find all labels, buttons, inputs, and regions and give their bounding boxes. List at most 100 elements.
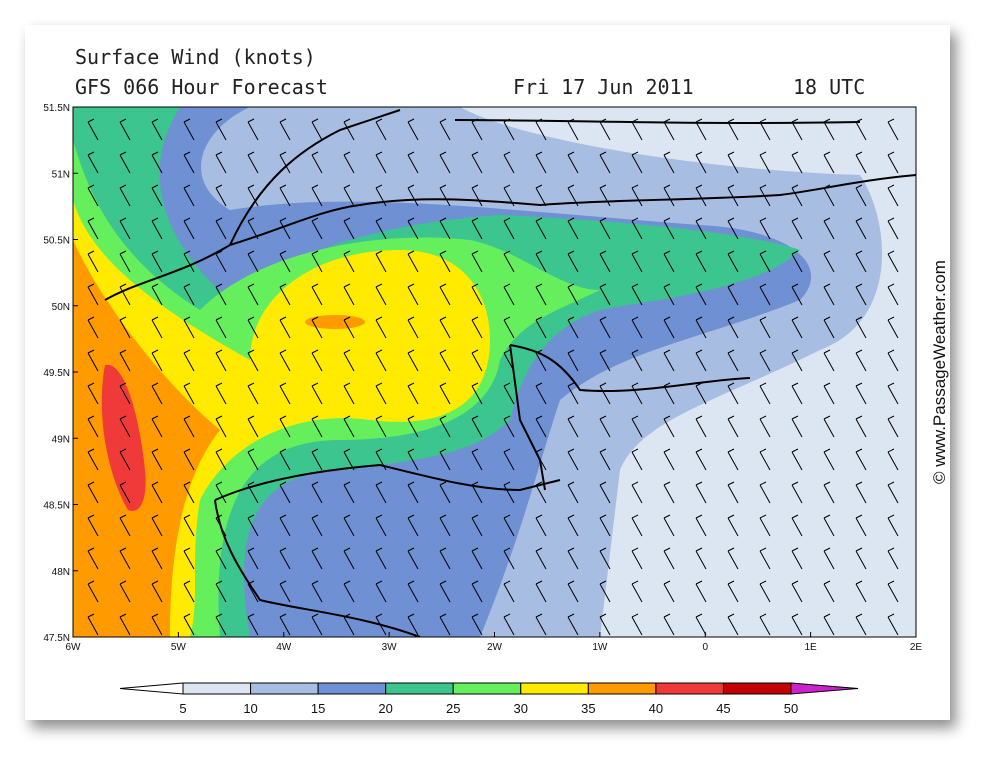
barb xyxy=(311,250,323,273)
barb xyxy=(471,250,483,273)
barb xyxy=(343,448,355,471)
barb xyxy=(663,448,675,471)
barb xyxy=(759,547,771,570)
barb xyxy=(311,514,323,537)
barb xyxy=(183,481,195,504)
barb xyxy=(695,382,707,405)
barb xyxy=(663,316,675,339)
barb xyxy=(343,118,355,141)
barb xyxy=(407,580,419,603)
barb xyxy=(215,151,227,174)
barb xyxy=(471,547,483,570)
barb xyxy=(503,217,515,240)
colorbar-box xyxy=(722,682,792,695)
barb xyxy=(503,448,515,471)
barb xyxy=(119,613,131,636)
barb xyxy=(855,151,867,174)
barb xyxy=(311,349,323,372)
barb xyxy=(183,415,195,438)
barb xyxy=(503,547,515,570)
barb xyxy=(599,514,611,537)
barb xyxy=(439,448,451,471)
barb xyxy=(407,547,419,570)
barb xyxy=(215,217,227,240)
barb xyxy=(599,415,611,438)
field-35 xyxy=(73,240,220,637)
barb xyxy=(215,382,227,405)
barb xyxy=(535,580,547,603)
barb xyxy=(791,118,803,141)
barb xyxy=(759,250,771,273)
barb xyxy=(247,481,259,504)
barb xyxy=(279,349,291,372)
barb xyxy=(407,151,419,174)
barb xyxy=(823,547,835,570)
barb xyxy=(311,415,323,438)
barb xyxy=(567,250,579,273)
barb xyxy=(471,283,483,306)
lat-label: 48N xyxy=(52,567,70,578)
barb xyxy=(375,481,387,504)
wind-barbs xyxy=(87,118,899,636)
barb xyxy=(439,349,451,372)
barb xyxy=(663,415,675,438)
barb xyxy=(87,580,99,603)
barb xyxy=(535,613,547,636)
colorbar-box xyxy=(452,682,522,695)
barb xyxy=(471,316,483,339)
barb xyxy=(535,547,547,570)
barb xyxy=(759,283,771,306)
barb xyxy=(87,415,99,438)
watermark: © www.PassageWeather.com xyxy=(930,260,949,484)
barb xyxy=(599,184,611,207)
barb xyxy=(535,481,547,504)
barb xyxy=(599,481,611,504)
barb xyxy=(375,514,387,537)
barb xyxy=(503,118,515,141)
barb xyxy=(375,118,387,141)
barb xyxy=(311,184,323,207)
barb xyxy=(759,151,771,174)
barb xyxy=(599,547,611,570)
barb xyxy=(567,217,579,240)
barb xyxy=(151,514,163,537)
lat-label: 51N xyxy=(52,169,70,180)
barb xyxy=(823,514,835,537)
barb xyxy=(663,481,675,504)
barb xyxy=(823,448,835,471)
barb xyxy=(567,118,579,141)
colorbar-box xyxy=(655,682,724,695)
barb xyxy=(375,547,387,570)
barb xyxy=(215,349,227,372)
barb xyxy=(247,151,259,174)
barb xyxy=(663,184,675,207)
barb xyxy=(631,283,643,306)
barb xyxy=(503,316,515,339)
barb xyxy=(375,250,387,273)
barb xyxy=(631,481,643,504)
barb xyxy=(279,217,291,240)
barb xyxy=(535,514,547,537)
barb xyxy=(87,151,99,174)
barb xyxy=(183,151,195,174)
lon-label: 2E xyxy=(910,642,923,653)
barb xyxy=(151,118,163,141)
barb xyxy=(471,184,483,207)
barb xyxy=(87,382,99,405)
barb xyxy=(503,382,515,405)
barb xyxy=(279,415,291,438)
barb xyxy=(695,151,707,174)
barb xyxy=(567,481,579,504)
barb xyxy=(855,514,867,537)
barb xyxy=(599,316,611,339)
barb xyxy=(887,217,899,240)
colorbar-box xyxy=(520,682,589,695)
barb xyxy=(311,283,323,306)
barb xyxy=(311,448,323,471)
barb xyxy=(503,514,515,537)
barb xyxy=(279,448,291,471)
barb xyxy=(727,349,739,372)
barb xyxy=(535,349,547,372)
barb xyxy=(855,415,867,438)
barb xyxy=(311,613,323,636)
